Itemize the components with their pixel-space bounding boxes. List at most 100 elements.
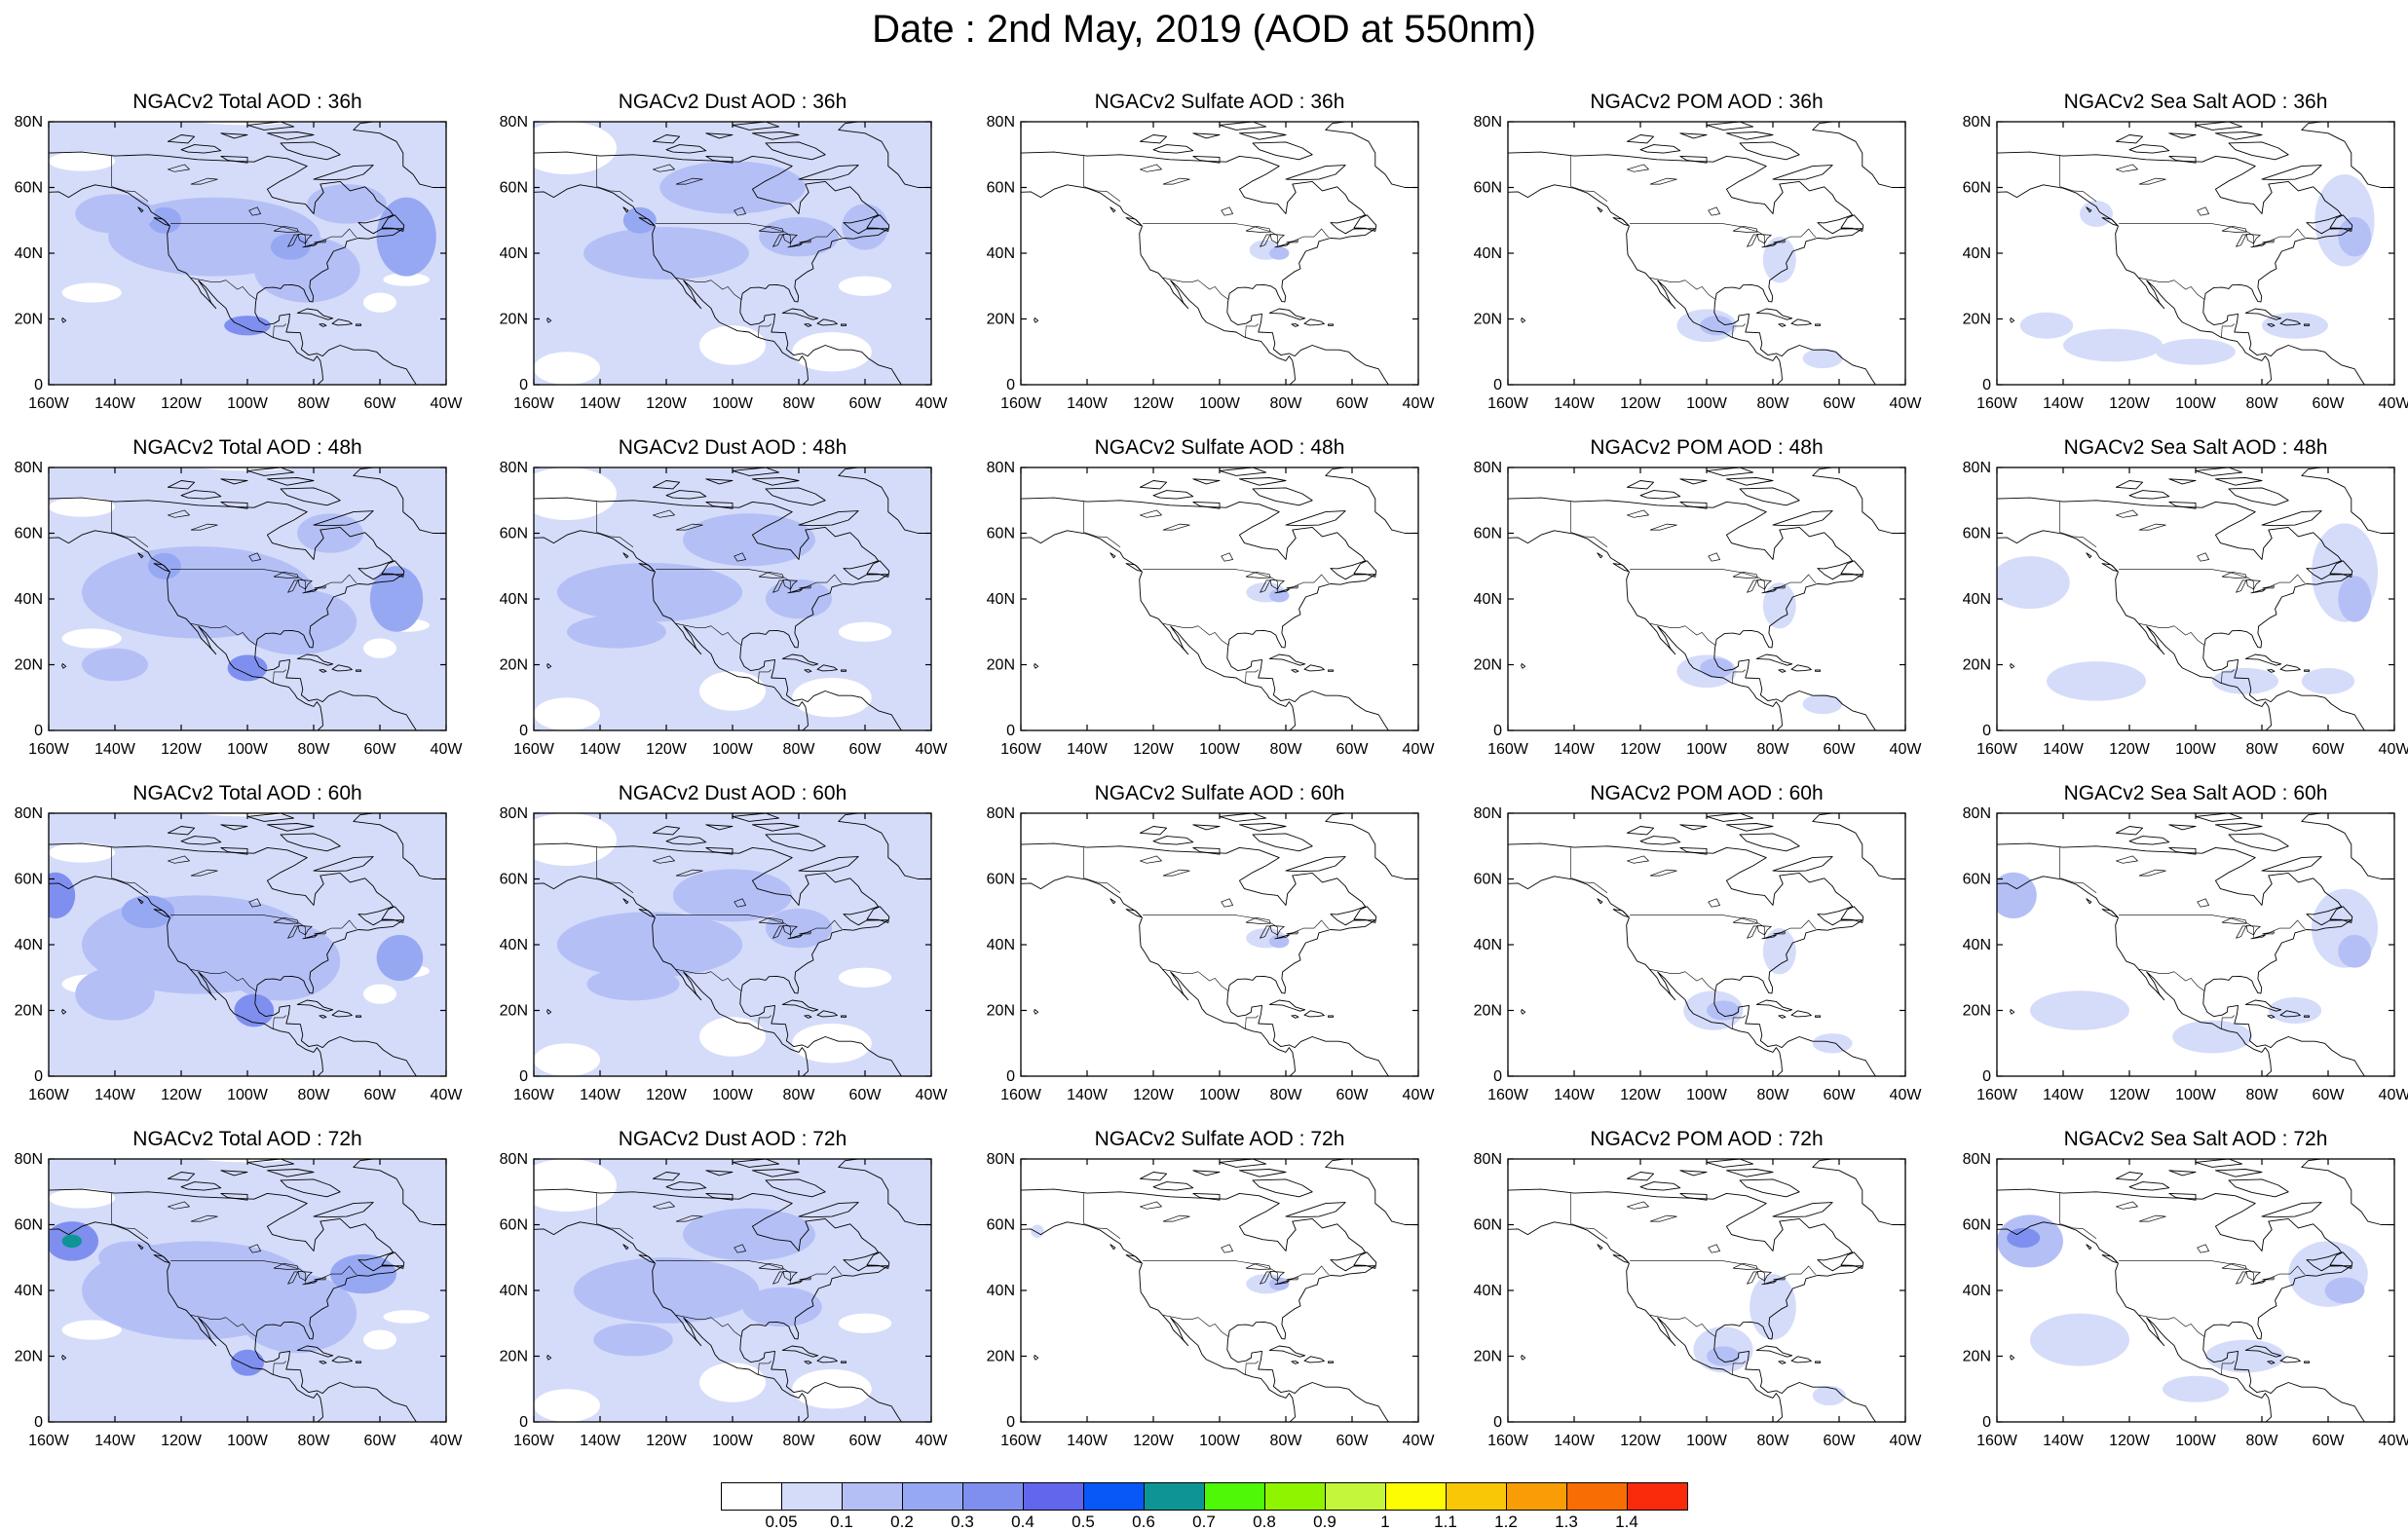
lat-tick-label: 20N [987,1349,1015,1365]
lon-tick-label: 140W [2043,1433,2085,1449]
map-panel-pom-row4: NGACv2 POM AOD : 72h 160W 140W 120W 100W 80W 6… [1457,1124,1929,1455]
lon-tick-label: 100W [1686,741,1728,758]
lat-tick-label: 40N [1963,1283,1991,1299]
colorbar-swatch [721,1482,782,1511]
map-panel-sulfate-row3: NGACv2 Sulfate AOD : 60h 160W 140W 120W 100W… [970,778,1442,1109]
aod-map: 160W 140W 120W 100W 80W 60W 40W 0 20N 40N 60N 80N [1474,805,1923,1103]
aod-field [49,122,446,385]
lat-tick-label: 20N [1474,657,1502,674]
aod-region [1802,348,1843,369]
aod-region [742,1287,822,1327]
lon-tick-label: 60W [849,1433,883,1449]
colorbar-label: 0.5 [1072,1512,1095,1529]
lon-tick-label: 100W [1686,1087,1728,1103]
lat-tick-label: 40N [1474,591,1502,608]
lon-tick-label: 80W [2246,395,2279,412]
lat-tick-label: 60N [987,180,1015,197]
lon-tick-label: 40W [2379,1087,2408,1103]
aod-field [1508,122,1905,385]
lat-tick-label: 0 [1982,377,1991,393]
aod-field [49,1159,446,1422]
lat-tick-label: 80N [987,460,1015,476]
coastlines [1021,813,1418,1076]
aod-region [2338,934,2372,968]
panel-title: NGACv2 Dust AOD : 36h [618,91,847,113]
lon-tick-label: 160W [1487,395,1529,412]
country-borders [111,1193,357,1375]
colorbar-swatch [1264,1482,1326,1511]
panel-title: NGACv2 Sea Salt AOD : 48h [2063,436,2328,459]
country-borders [2059,502,2306,684]
lon-tick-label: 100W [712,395,754,412]
lat-tick-label: 20N [987,312,1015,328]
colorbar-swatch [1204,1482,1265,1511]
lat-tick-label: 60N [1474,526,1502,542]
lon-tick-label: 140W [1067,395,1109,412]
aod-region [1269,934,1290,949]
map-panel-dust-row1: NGACv2 Dust AOD : 36h 160W 140W 120W 100W 80W… [483,87,955,418]
lat-tick-label: 80N [500,460,528,476]
lon-tick-label: 140W [580,1433,621,1449]
map-panel-pom-row1: NGACv2 POM AOD : 36h 160W 140W 120W 100W 80W 6… [1457,87,1929,418]
lon-tick-label: 160W [1000,395,1042,412]
aod-region [672,869,793,922]
aod-field [1997,1159,2394,1422]
lat-tick-label: 0 [1493,377,1502,393]
lon-tick-label: 60W [1336,395,1370,412]
aod-region [307,184,387,224]
coastlines [534,467,931,730]
map-panel-sulfate-row1: NGACv2 Sulfate AOD : 36h 160W 140W 120W 100W… [970,87,1442,418]
coastlines [49,1159,446,1422]
aod-region [1031,1224,1044,1238]
coastlines [1997,1159,2394,1422]
panel-title: NGACv2 Sulfate AOD : 60h [1094,782,1345,804]
lat-tick-label: 60N [500,872,528,888]
lon-tick-label: 60W [2313,395,2346,412]
aod-map: 160W 140W 120W 100W 80W 60W 40W 0 20N 40N 60N 80N [987,114,1436,412]
lon-tick-label: 140W [94,741,136,758]
lon-tick-label: 40W [431,395,464,412]
colorbar-label: 0.7 [1192,1512,1216,1529]
aod-region [2212,667,2278,694]
lon-tick-label: 80W [783,1087,816,1103]
map-panel-seasalt-row1: NGACv2 Sea Salt AOD : 36h 160W 140W 120W 100… [1946,87,2408,418]
lat-tick-label: 60N [1963,1217,1991,1234]
country-borders [1570,1193,1817,1375]
lon-tick-label: 40W [916,395,949,412]
lon-tick-label: 160W [1976,1087,2018,1103]
lon-tick-label: 60W [849,395,883,412]
aod-field [534,467,931,730]
lon-tick-label: 80W [1757,1433,1790,1449]
map-panel-seasalt-row2: NGACv2 Sea Salt AOD : 48h 160W 140W 120W 100… [1946,432,2408,764]
aod-region [376,197,436,277]
lon-tick-label: 40W [916,1433,949,1449]
lat-tick-label: 80N [1474,460,1502,476]
lon-tick-label: 160W [1976,395,2018,412]
aod-region [237,1274,357,1354]
lon-tick-label: 140W [94,1433,136,1449]
aod-region [1269,588,1290,603]
aod-region [2019,312,2074,339]
lon-tick-label: 120W [646,741,688,758]
lon-tick-label: 60W [2313,1433,2346,1449]
aod-region [1997,872,2037,918]
panel-title: NGACv2 Sea Salt AOD : 72h [2063,1128,2328,1150]
aod-colorbar: 0.05 0.1 0.2 0.3 0.4 0.5 0.6 0.7 0.8 0.9 1 1.1 1.2 1.… [721,1482,1688,1529]
lat-tick-label: 0 [34,723,43,739]
lon-tick-label: 60W [849,741,883,758]
country-borders [596,1193,843,1375]
aod-region [567,615,666,649]
colorbar-swatch [1325,1482,1386,1511]
lon-tick-label: 60W [364,1433,397,1449]
lon-tick-label: 120W [1133,1433,1175,1449]
lat-tick-label: 0 [519,723,528,739]
coastlines [49,122,446,385]
lon-tick-label: 100W [1199,395,1241,412]
lon-tick-label: 80W [2246,1433,2279,1449]
lon-tick-label: 140W [1067,1087,1109,1103]
lat-tick-label: 40N [15,1283,43,1299]
aod-region [2338,576,2372,622]
aod-region [2268,997,2322,1024]
lon-tick-label: 40W [1403,395,1436,412]
lat-tick-label: 80N [1474,805,1502,822]
